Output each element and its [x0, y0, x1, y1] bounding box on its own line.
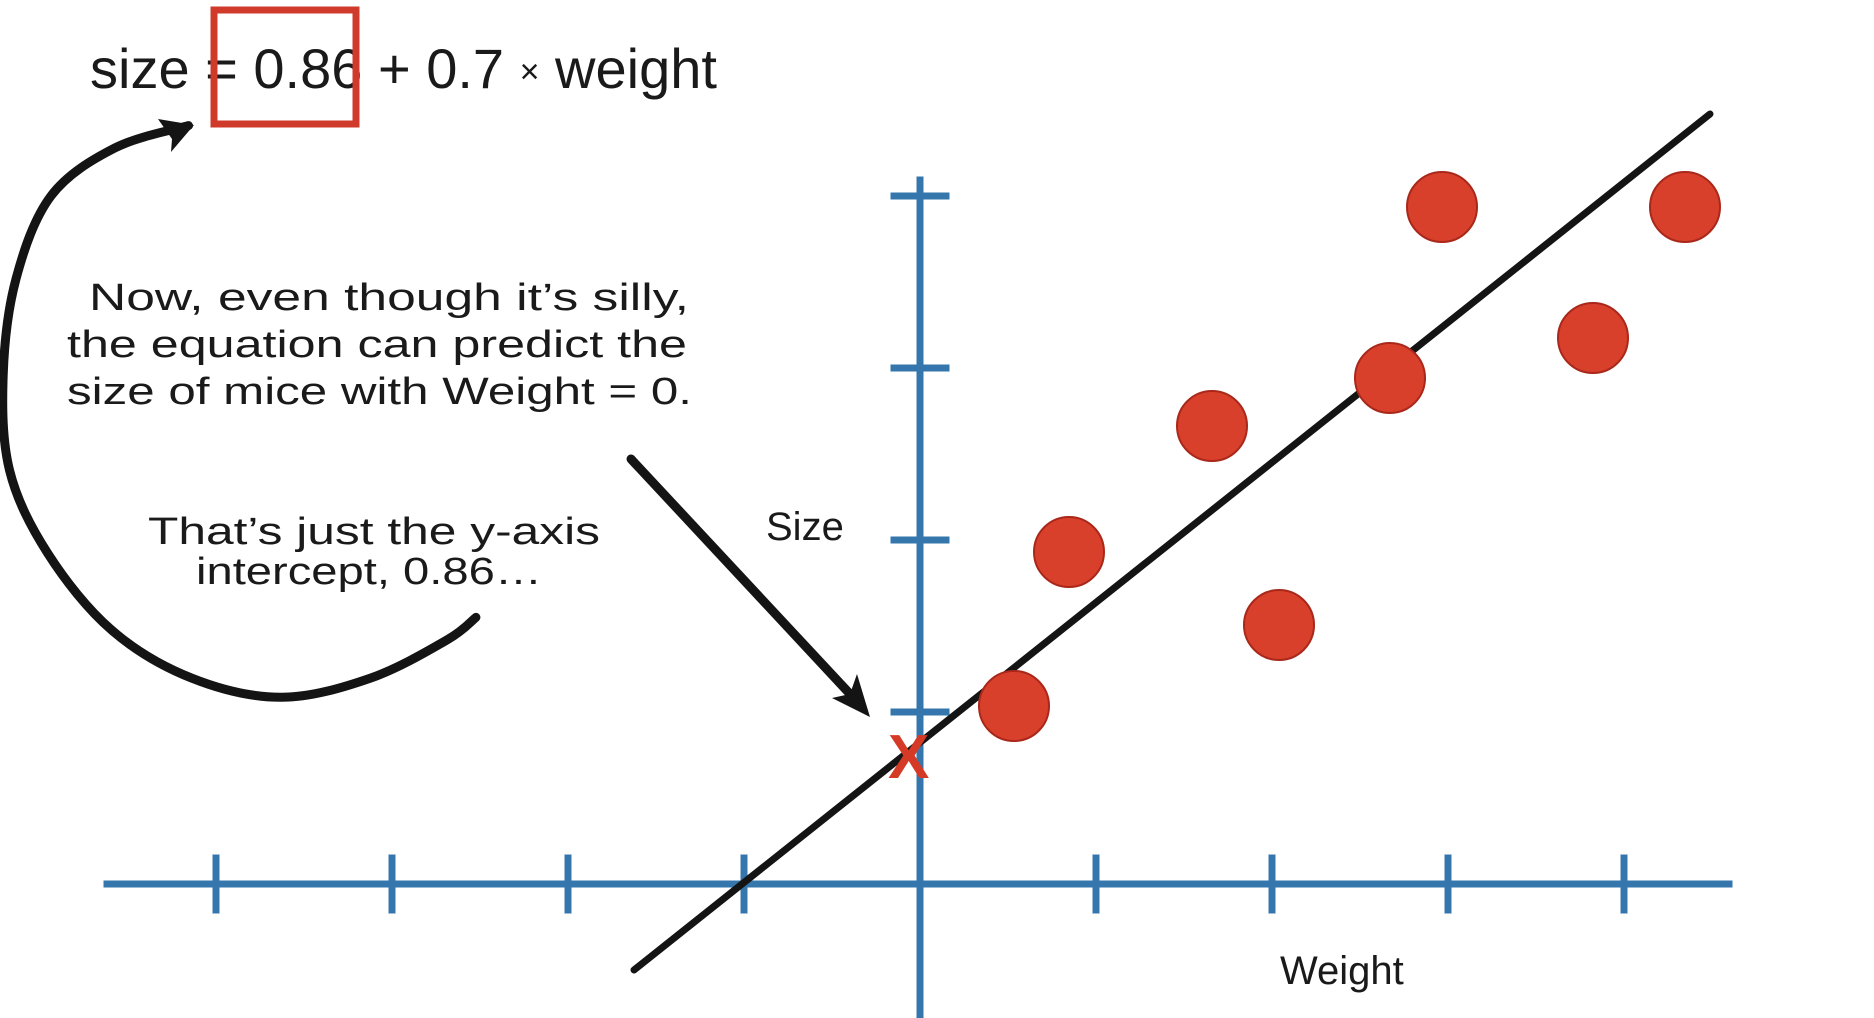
svg-text:size = 0.86 + 0.7 × weight: size = 0.86 + 0.7 × weight	[90, 37, 717, 100]
svg-text:the equation can predict the: the equation can predict the	[67, 324, 687, 366]
svg-text:Now, even though it’s silly,: Now, even though it’s silly,	[89, 277, 689, 319]
svg-text:size of mice with Weight = 0.: size of mice with Weight = 0.	[67, 371, 692, 413]
svg-text:X: X	[888, 723, 929, 792]
svg-text:That’s just the y-axis: That’s just the y-axis	[148, 511, 600, 553]
svg-text:intercept, 0.86…: intercept, 0.86…	[196, 551, 542, 593]
svg-text:Weight: Weight	[1280, 949, 1404, 993]
svg-text:Size: Size	[766, 505, 844, 549]
